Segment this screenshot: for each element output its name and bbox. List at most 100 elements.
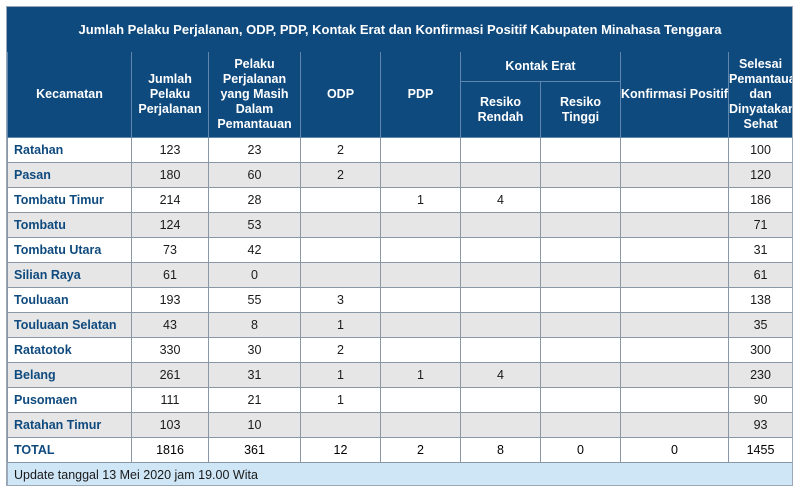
- cell-kecamatan: Tombatu: [7, 212, 132, 238]
- header-kontak-erat: Kontak Erat: [460, 51, 621, 82]
- cell-kecamatan: Ratahan: [7, 137, 132, 163]
- header-jumlah-pelaku: Jumlah Pelaku Perjalanan: [131, 51, 209, 138]
- total-odp: 12: [300, 437, 381, 463]
- total-jumlah: 1816: [131, 437, 209, 463]
- cell-konfirmasi: [620, 337, 729, 363]
- cell-odp: [300, 412, 381, 438]
- cell-konfirmasi: [620, 412, 729, 438]
- cell-resiko-rendah: [460, 312, 541, 338]
- cell-konfirmasi: [620, 312, 729, 338]
- cell-odp: 1: [300, 312, 381, 338]
- cell-kecamatan: Belang: [7, 362, 132, 388]
- cell-selesai: 186: [727, 187, 792, 213]
- cell-resiko-tinggi: [540, 287, 621, 313]
- cell-kecamatan: Ratahan Timur: [7, 412, 132, 438]
- cell-resiko-rendah: [460, 162, 541, 188]
- total-row: TOTAL 1816 361 12 2 8 0 0 1455: [7, 437, 792, 463]
- cell-odp: 2: [300, 162, 381, 188]
- cell-odp: [300, 212, 381, 238]
- cell-resiko-rendah: [460, 412, 541, 438]
- cell-pdp: 1: [380, 187, 461, 213]
- cell-kecamatan: Silian Raya: [7, 262, 132, 288]
- cell-jumlah: 43: [131, 312, 209, 338]
- total-resiko-rendah: 8: [460, 437, 541, 463]
- cell-jumlah: 124: [131, 212, 209, 238]
- cell-resiko-tinggi: [540, 237, 621, 263]
- cell-resiko-tinggi: [540, 137, 621, 163]
- table-row: Ratatotok 330 30 2 300: [7, 337, 792, 363]
- cell-resiko-tinggi: [540, 262, 621, 288]
- table-row: Ratahan 123 23 2 100: [7, 137, 792, 163]
- cell-resiko-rendah: [460, 237, 541, 263]
- cell-resiko-rendah: [460, 337, 541, 363]
- cell-odp: 1: [300, 387, 381, 413]
- cell-selesai: 100: [727, 137, 792, 163]
- cell-jumlah: 103: [131, 412, 209, 438]
- cell-resiko-rendah: 4: [460, 187, 541, 213]
- cell-odp: 2: [300, 137, 381, 163]
- cell-kecamatan: Pasan: [7, 162, 132, 188]
- header-selesai: Selesai Pemantauan dan Dinyatakan Sehat: [727, 51, 792, 138]
- cell-pemantauan: 31: [208, 362, 301, 388]
- cell-odp: [300, 237, 381, 263]
- cell-resiko-rendah: [460, 262, 541, 288]
- cell-pdp: [380, 312, 461, 338]
- cell-kecamatan: Tombatu Utara: [7, 237, 132, 263]
- cell-konfirmasi: [620, 262, 729, 288]
- cell-selesai: 300: [727, 337, 792, 363]
- cell-kecamatan: Touluaan: [7, 287, 132, 313]
- table-title: Jumlah Pelaku Perjalanan, ODP, PDP, Kont…: [7, 7, 792, 52]
- cell-jumlah: 73: [131, 237, 209, 263]
- cell-jumlah: 123: [131, 137, 209, 163]
- header-resiko-rendah: Resiko Rendah: [460, 81, 541, 138]
- cell-pemantauan: 23: [208, 137, 301, 163]
- cell-kecamatan: Ratatotok: [7, 337, 132, 363]
- cell-kecamatan: Pusomaen: [7, 387, 132, 413]
- cell-pemantauan: 21: [208, 387, 301, 413]
- cell-pdp: [380, 387, 461, 413]
- cell-konfirmasi: [620, 387, 729, 413]
- total-pdp: 2: [380, 437, 461, 463]
- cell-jumlah: 193: [131, 287, 209, 313]
- total-konfirmasi: 0: [620, 437, 729, 463]
- cell-konfirmasi: [620, 237, 729, 263]
- cell-pdp: 1: [380, 362, 461, 388]
- cell-pdp: [380, 287, 461, 313]
- cell-pdp: [380, 412, 461, 438]
- cell-selesai: 120: [727, 162, 792, 188]
- cell-jumlah: 214: [131, 187, 209, 213]
- cell-pdp: [380, 137, 461, 163]
- cell-pemantauan: 8: [208, 312, 301, 338]
- table-row: Silian Raya 61 0 61: [7, 262, 792, 288]
- cell-odp: 3: [300, 287, 381, 313]
- table-row: Touluaan 193 55 3 138: [7, 287, 792, 313]
- total-selesai: 1455: [727, 437, 792, 463]
- header-konfirmasi: Konfirmasi Positif: [620, 51, 729, 138]
- cell-konfirmasi: [620, 162, 729, 188]
- cell-jumlah: 180: [131, 162, 209, 188]
- cell-pemantauan: 60: [208, 162, 301, 188]
- cell-odp: 1: [300, 362, 381, 388]
- cell-odp: [300, 187, 381, 213]
- cell-selesai: 138: [727, 287, 792, 313]
- cell-resiko-tinggi: [540, 412, 621, 438]
- table-row: Pusomaen 111 21 1 90: [7, 387, 792, 413]
- cell-pemantauan: 30: [208, 337, 301, 363]
- table-row: Touluaan Selatan 43 8 1 35: [7, 312, 792, 338]
- cell-pemantauan: 10: [208, 412, 301, 438]
- total-pemantauan: 361: [208, 437, 301, 463]
- header-odp: ODP: [300, 51, 381, 138]
- cell-jumlah: 330: [131, 337, 209, 363]
- table-row: Pasan 180 60 2 120: [7, 162, 792, 188]
- cell-jumlah: 61: [131, 262, 209, 288]
- cell-jumlah: 261: [131, 362, 209, 388]
- cell-resiko-tinggi: [540, 212, 621, 238]
- cell-konfirmasi: [620, 362, 729, 388]
- cell-resiko-tinggi: [540, 162, 621, 188]
- cell-resiko-rendah: [460, 287, 541, 313]
- cell-konfirmasi: [620, 137, 729, 163]
- cell-pdp: [380, 337, 461, 363]
- table-row: Tombatu 124 53 71: [7, 212, 792, 238]
- cell-pemantauan: 53: [208, 212, 301, 238]
- cell-resiko-rendah: [460, 212, 541, 238]
